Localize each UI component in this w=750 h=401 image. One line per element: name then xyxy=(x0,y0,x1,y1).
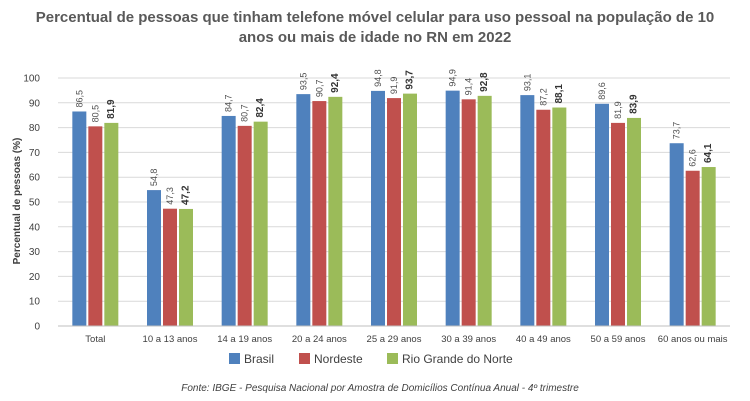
y-tick-label: 100 xyxy=(23,74,40,85)
data-label: 73,7 xyxy=(672,122,682,140)
y-tick-label: 50 xyxy=(29,198,41,209)
data-label: 89,6 xyxy=(597,82,607,100)
bar xyxy=(445,90,460,326)
y-tick-label: 70 xyxy=(29,148,41,159)
bar xyxy=(595,103,609,327)
y-tick-label: 30 xyxy=(29,247,41,258)
data-label: 91,4 xyxy=(464,78,474,96)
x-category-label: 14 a 19 anos xyxy=(217,334,272,345)
data-label: 81,9 xyxy=(106,99,117,119)
data-label: 87,2 xyxy=(538,88,548,106)
bar xyxy=(669,143,684,326)
bar xyxy=(387,98,401,326)
x-category-label: 60 anos ou mais xyxy=(658,334,728,345)
data-label: 81,9 xyxy=(613,101,623,119)
legend-swatch xyxy=(387,353,398,364)
x-category-label: Total xyxy=(85,334,105,345)
y-axis-label: Percentual de pessoas (%) xyxy=(12,138,23,265)
data-label: 47,2 xyxy=(181,185,192,205)
bar xyxy=(328,96,343,327)
x-category-label: 25 a 29 anos xyxy=(367,334,422,345)
y-tick-label: 0 xyxy=(34,322,40,333)
x-category-label: 20 a 24 anos xyxy=(292,334,347,345)
bar xyxy=(461,99,476,326)
bar xyxy=(221,115,236,326)
source-note: Fonte: IBGE - Pesquisa Nacional por Amos… xyxy=(181,383,579,394)
bar xyxy=(88,126,103,326)
data-label: 54,8 xyxy=(149,169,159,187)
bar xyxy=(371,90,385,327)
data-labels-group: 86,5 80,5 81,9 54,8 47,3 47,2 84,7 80,7 82,4 93,5… xyxy=(74,69,714,205)
bar xyxy=(685,170,700,326)
bar xyxy=(627,117,641,326)
data-label: 93,1 xyxy=(522,74,532,92)
data-label: 90,7 xyxy=(314,80,324,98)
chart-title-line-1: Percentual de pessoas que tinham telefon… xyxy=(36,9,715,26)
legend-swatch xyxy=(299,353,310,364)
bar xyxy=(163,208,177,326)
bar xyxy=(552,107,567,327)
data-label: 80,7 xyxy=(240,104,250,122)
x-category-label: 30 a 39 anos xyxy=(441,334,496,345)
data-label: 94,9 xyxy=(448,69,458,87)
bar xyxy=(104,122,119,326)
bar xyxy=(179,208,193,326)
y-tick-label: 20 xyxy=(29,272,41,283)
legend-label: Rio Grande do Norte xyxy=(402,352,513,366)
legend-label: Nordeste xyxy=(314,352,363,366)
bar xyxy=(536,109,551,326)
legend-label: Brasil xyxy=(244,352,274,366)
data-label: 47,3 xyxy=(165,187,175,205)
x-axis-categories: Total 10 a 13 anos 14 a 19 anos 20 a 24 ano… xyxy=(85,334,727,345)
data-label: 92,4 xyxy=(330,73,341,93)
bar xyxy=(237,125,252,326)
bar xyxy=(611,122,625,326)
bar xyxy=(701,167,716,326)
data-label: 84,7 xyxy=(224,94,234,112)
data-label: 93,7 xyxy=(405,70,416,90)
bar xyxy=(72,111,87,326)
legend: Brasil Nordeste Rio Grande do Norte xyxy=(229,352,513,366)
y-tick-label: 90 xyxy=(29,98,41,109)
data-label: 88,1 xyxy=(554,84,565,104)
bar xyxy=(253,121,268,326)
y-tick-label: 80 xyxy=(29,123,41,134)
bar xyxy=(520,95,535,326)
x-category-label: 40 a 49 anos xyxy=(516,334,571,345)
y-tick-label: 60 xyxy=(29,173,41,184)
bar xyxy=(296,94,311,327)
data-label: 80,5 xyxy=(90,105,100,123)
data-label: 92,8 xyxy=(479,72,490,92)
data-label: 62,6 xyxy=(688,149,698,167)
data-label: 82,4 xyxy=(255,98,266,118)
bar xyxy=(147,190,161,326)
y-axis-ticks: 0 10 20 30 40 50 60 70 80 90 100 xyxy=(23,74,40,333)
legend-swatch xyxy=(229,353,240,364)
y-tick-label: 40 xyxy=(29,222,41,233)
bar xyxy=(403,93,417,327)
data-label: 83,9 xyxy=(629,94,640,114)
data-label: 94,8 xyxy=(373,69,383,87)
x-category-label: 10 a 13 anos xyxy=(143,334,198,345)
data-label: 64,1 xyxy=(703,143,714,163)
bars-group xyxy=(72,90,716,327)
data-label: 91,9 xyxy=(389,77,399,95)
x-category-label: 50 a 59 anos xyxy=(591,334,646,345)
bar xyxy=(477,95,492,326)
bar xyxy=(312,101,327,327)
chart-title-line-2: anos ou mais de idade no RN em 2022 xyxy=(239,29,512,46)
data-label: 93,5 xyxy=(298,73,308,91)
y-tick-label: 10 xyxy=(29,297,41,308)
data-label: 86,5 xyxy=(74,90,84,108)
